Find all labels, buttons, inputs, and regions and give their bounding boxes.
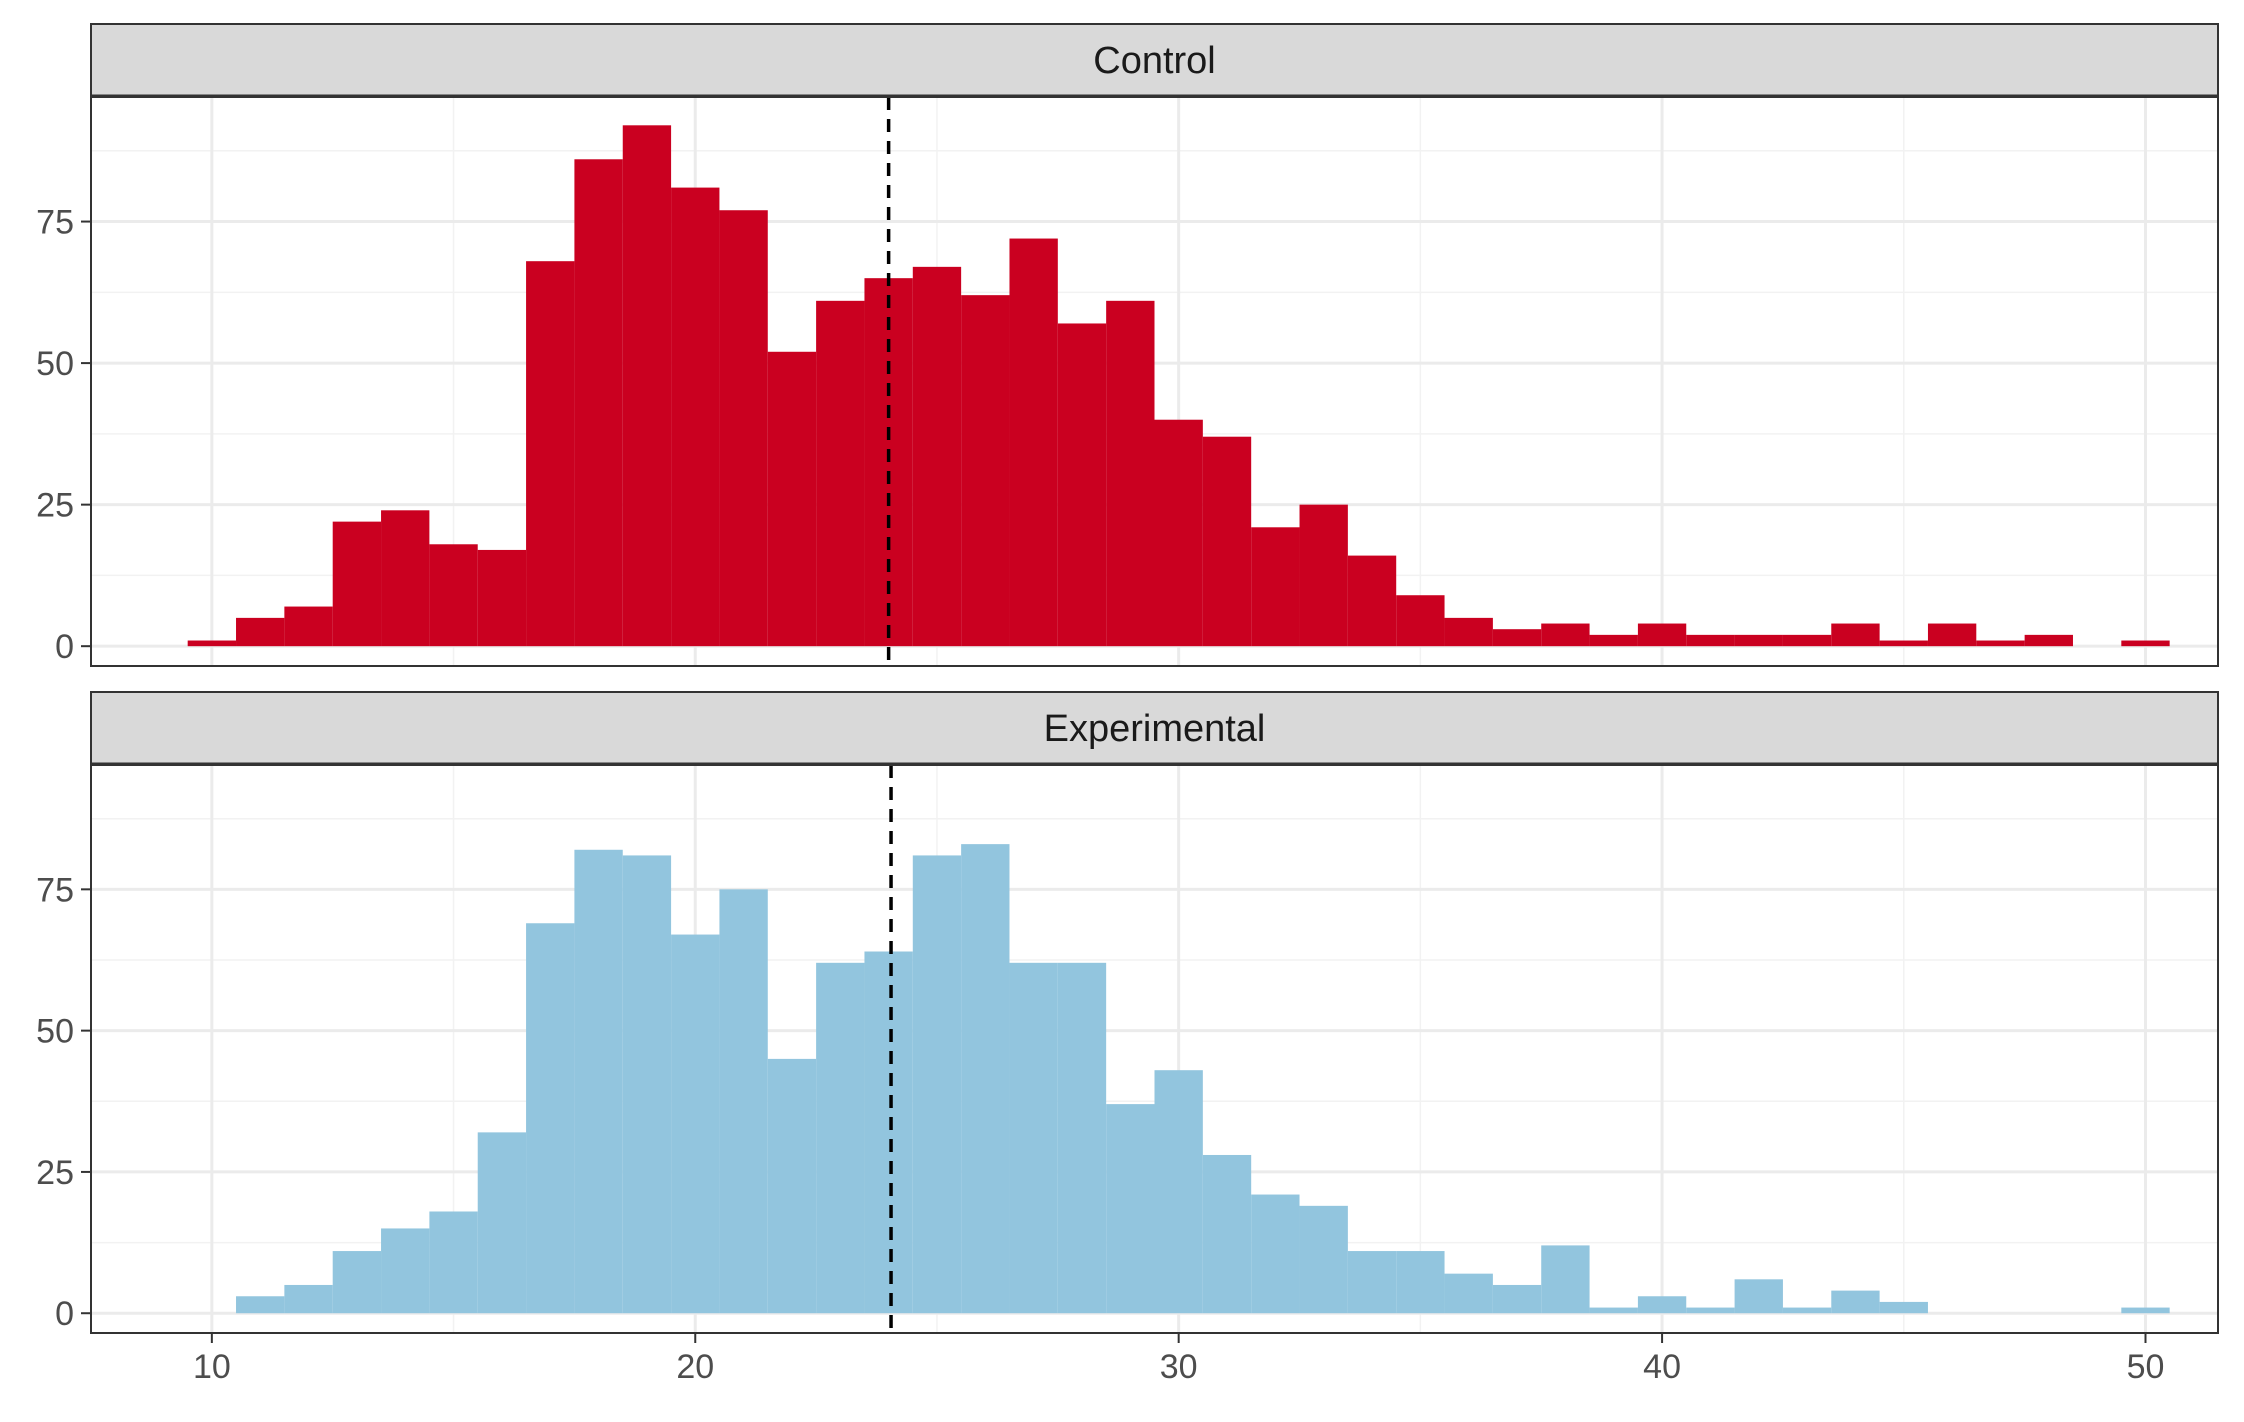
histogram-bar — [429, 544, 478, 647]
histogram-bar — [1347, 555, 1397, 647]
histogram-bar — [1541, 1245, 1590, 1314]
facet-strip — [90, 23, 2219, 97]
histogram-bar — [477, 1132, 527, 1314]
histogram-bar — [477, 549, 527, 647]
histogram-bar — [912, 266, 962, 647]
facet-strip-label: Control — [1093, 40, 1216, 82]
histogram-bar — [381, 510, 430, 647]
histogram-bar — [1686, 634, 1735, 647]
histogram-bar — [1879, 640, 1928, 647]
histogram-bar — [1057, 323, 1107, 647]
y-tick-label: 25 — [36, 1154, 74, 1192]
histogram-bar — [1589, 1307, 1638, 1314]
histogram-bar — [961, 295, 1010, 647]
histogram-bar — [236, 617, 285, 647]
histogram-bar — [1976, 640, 2025, 647]
facet-strip — [90, 691, 2219, 765]
x-tick-label: 40 — [1643, 1348, 1681, 1386]
histogram-bar — [1734, 634, 1783, 647]
histogram-bar — [1202, 1154, 1252, 1314]
x-tick-label: 20 — [676, 1348, 714, 1386]
histogram-bar — [1589, 634, 1638, 647]
histogram-bar — [864, 951, 913, 1314]
histogram-bar — [1782, 1307, 1832, 1314]
y-tick-label: 0 — [55, 628, 74, 666]
histogram-bar — [429, 1211, 478, 1314]
histogram-bar — [1444, 1273, 1493, 1314]
histogram-bar — [1154, 1070, 1203, 1314]
histogram-bar — [1492, 1284, 1542, 1314]
x-tick-label: 30 — [1160, 1348, 1198, 1386]
histogram-bar — [1879, 1301, 1928, 1314]
histogram-bar — [1057, 962, 1107, 1314]
x-tick-label: 10 — [193, 1348, 231, 1386]
facet-panel-experimental: Experimental 0 25 50 75 10 20 30 40 50 — [36, 691, 2219, 1386]
facet-strip-label: Experimental — [1044, 708, 1266, 750]
histogram-bar — [1637, 623, 1687, 647]
histogram-bar — [1106, 1104, 1155, 1314]
histogram-bar — [719, 210, 768, 647]
histogram-bar — [1734, 1279, 1783, 1314]
histogram-bar — [2121, 1307, 2170, 1314]
histogram-bar — [912, 855, 962, 1314]
histogram-bar — [1637, 1296, 1687, 1314]
histogram-bar — [1009, 962, 1058, 1314]
facet-panel-control: Control 0 25 50 75 — [36, 23, 2219, 667]
histogram-bar — [526, 261, 575, 647]
histogram-bar — [1492, 629, 1542, 647]
histogram-bar — [236, 1296, 285, 1314]
histogram-bar — [671, 934, 720, 1314]
histogram-bar — [767, 351, 817, 647]
histogram-bar — [1009, 238, 1058, 647]
histogram-bar — [1831, 623, 1880, 647]
histogram-bar — [1927, 623, 1977, 647]
histogram-bar — [526, 923, 575, 1314]
histogram-bar — [1782, 634, 1832, 647]
histogram-bar — [1831, 1290, 1880, 1314]
histogram-bar — [1444, 617, 1493, 647]
histogram-bar — [381, 1228, 430, 1314]
histogram-bar — [1541, 623, 1590, 647]
histogram-bar — [2121, 640, 2170, 647]
histogram-bar — [961, 844, 1010, 1314]
histogram-bar — [1251, 527, 1300, 647]
y-tick-label: 25 — [36, 487, 74, 525]
histogram-bar — [622, 855, 672, 1314]
y-tick-label: 75 — [36, 204, 74, 242]
y-tick-label: 50 — [36, 1013, 74, 1051]
histogram-bar — [1396, 595, 1445, 647]
histogram-bar — [622, 125, 672, 647]
histogram-bar — [1106, 300, 1155, 647]
histogram-bar — [187, 640, 237, 647]
histogram-bar — [1299, 504, 1348, 647]
histogram-bar — [767, 1058, 817, 1314]
histogram-bar — [2024, 634, 2073, 647]
histogram-bar — [1686, 1307, 1735, 1314]
x-tick-label: 50 — [2127, 1348, 2165, 1386]
histogram-bar — [574, 159, 623, 647]
histogram-bar — [719, 889, 768, 1314]
histogram-bar — [284, 606, 333, 647]
histogram-bar — [332, 521, 382, 647]
histogram-bar — [284, 1284, 333, 1314]
histogram-bar — [1154, 419, 1203, 647]
histogram-bar — [816, 962, 865, 1314]
y-tick-label: 50 — [36, 345, 74, 383]
histogram-bar — [1299, 1205, 1348, 1314]
histogram-bar — [816, 300, 865, 647]
y-tick-label: 75 — [36, 871, 74, 909]
histogram-bar — [1396, 1251, 1445, 1314]
histogram-bar — [1202, 436, 1252, 647]
histogram-bar — [671, 187, 720, 647]
histogram-bar — [1251, 1194, 1300, 1314]
y-tick-label: 0 — [55, 1295, 74, 1333]
histogram-bar — [574, 849, 623, 1314]
histogram-bar — [1347, 1251, 1397, 1314]
histogram-bar — [332, 1251, 382, 1314]
